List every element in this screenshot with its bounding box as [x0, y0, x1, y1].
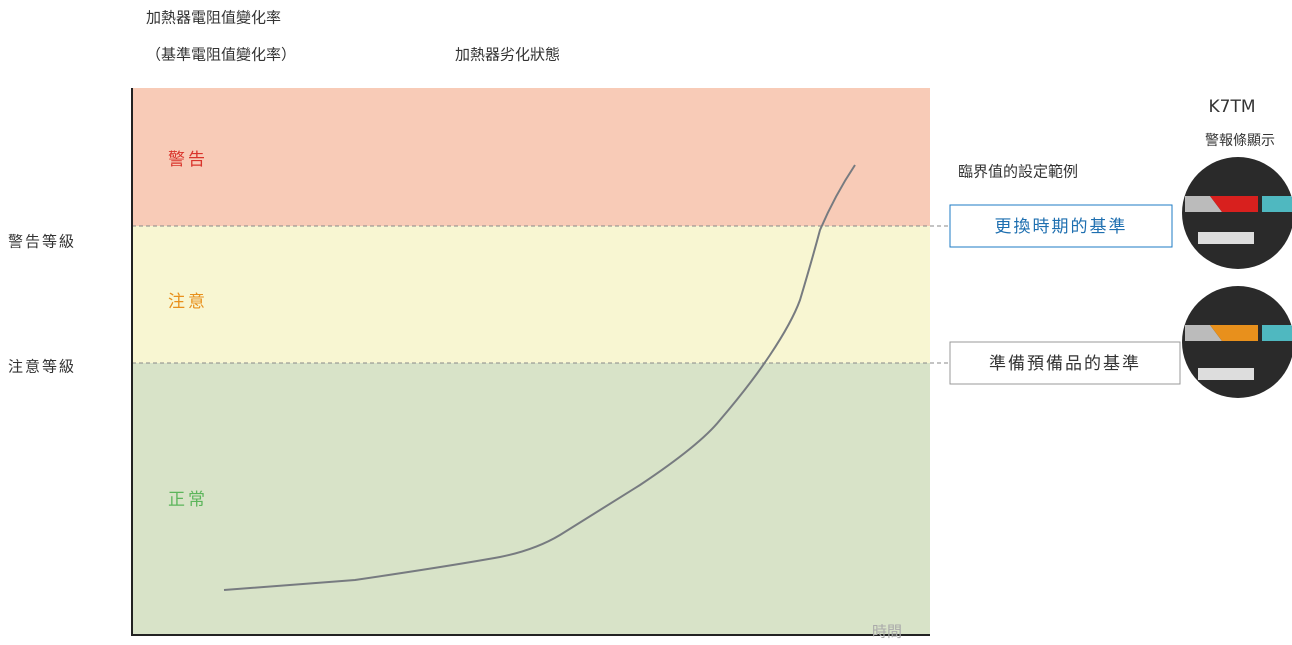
threshold-label: 更換時期的基準 [995, 217, 1128, 237]
x-label: 時間 [872, 623, 902, 641]
diagram-title: 加熱器劣化狀態 [455, 46, 560, 64]
level-label: 警告等級 [8, 233, 76, 251]
normal-zone [132, 363, 930, 635]
degradation-curve [223, 164, 856, 591]
zone-label: 注意 [168, 292, 208, 312]
zone-label: 警告 [168, 150, 208, 170]
device-caption: 警報條顯示 [1205, 133, 1275, 149]
threshold-title: 臨界值的設定範例 [958, 163, 1078, 181]
threshold-box [949, 204, 1173, 248]
zone-label: 正常 [168, 490, 208, 510]
level-label: 注意等級 [8, 358, 76, 376]
threshold-box [949, 341, 1181, 385]
y-sublabel: （基準電阻值變化率） [146, 46, 296, 64]
warning-zone [132, 88, 930, 226]
y-label: 加熱器電阻值變化率 [146, 9, 281, 27]
device-name: K7TM [1208, 97, 1255, 117]
threshold-label: 準備預備品的基準 [989, 354, 1141, 374]
caution-zone [132, 226, 930, 363]
device-icon [1182, 157, 1292, 398]
